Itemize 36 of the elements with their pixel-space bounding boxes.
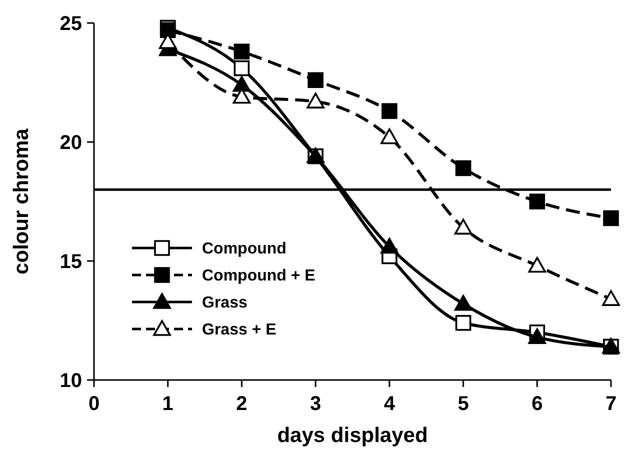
legend-label: Grass + E <box>202 322 277 339</box>
y-tick-label: 15 <box>60 251 82 273</box>
x-axis-title: days displayed <box>277 424 428 447</box>
x-tick-label: 0 <box>88 393 100 415</box>
legend-label: Grass <box>202 294 248 312</box>
point <box>454 218 472 235</box>
point <box>528 256 546 273</box>
x-tick-label: 1 <box>162 393 174 415</box>
point <box>603 210 619 226</box>
point <box>234 60 250 76</box>
point <box>234 44 250 60</box>
point <box>380 128 398 144</box>
point <box>529 194 546 210</box>
point <box>306 92 324 108</box>
point <box>454 294 472 311</box>
x-tick-label: 6 <box>532 393 543 415</box>
legend-label: Compound + E <box>202 268 316 285</box>
y-tick-label: 10 <box>60 370 82 392</box>
point <box>160 22 176 38</box>
point <box>528 328 546 344</box>
x-tick-label: 3 <box>310 393 322 415</box>
x-tick-label: 2 <box>236 393 248 415</box>
point <box>232 76 251 92</box>
point <box>380 238 398 254</box>
point <box>308 72 324 88</box>
y-axis-title: colour chroma <box>10 128 33 274</box>
point <box>455 314 472 331</box>
x-tick-label: 4 <box>384 393 396 415</box>
y-tick-label: 25 <box>60 13 82 35</box>
y-tick-label: 20 <box>60 132 82 154</box>
x-tick-label: 7 <box>605 393 617 415</box>
x-tick-label: 5 <box>458 393 469 415</box>
point <box>602 290 620 306</box>
point <box>455 160 472 176</box>
point <box>382 103 398 119</box>
legend-label: Compound <box>202 240 286 258</box>
